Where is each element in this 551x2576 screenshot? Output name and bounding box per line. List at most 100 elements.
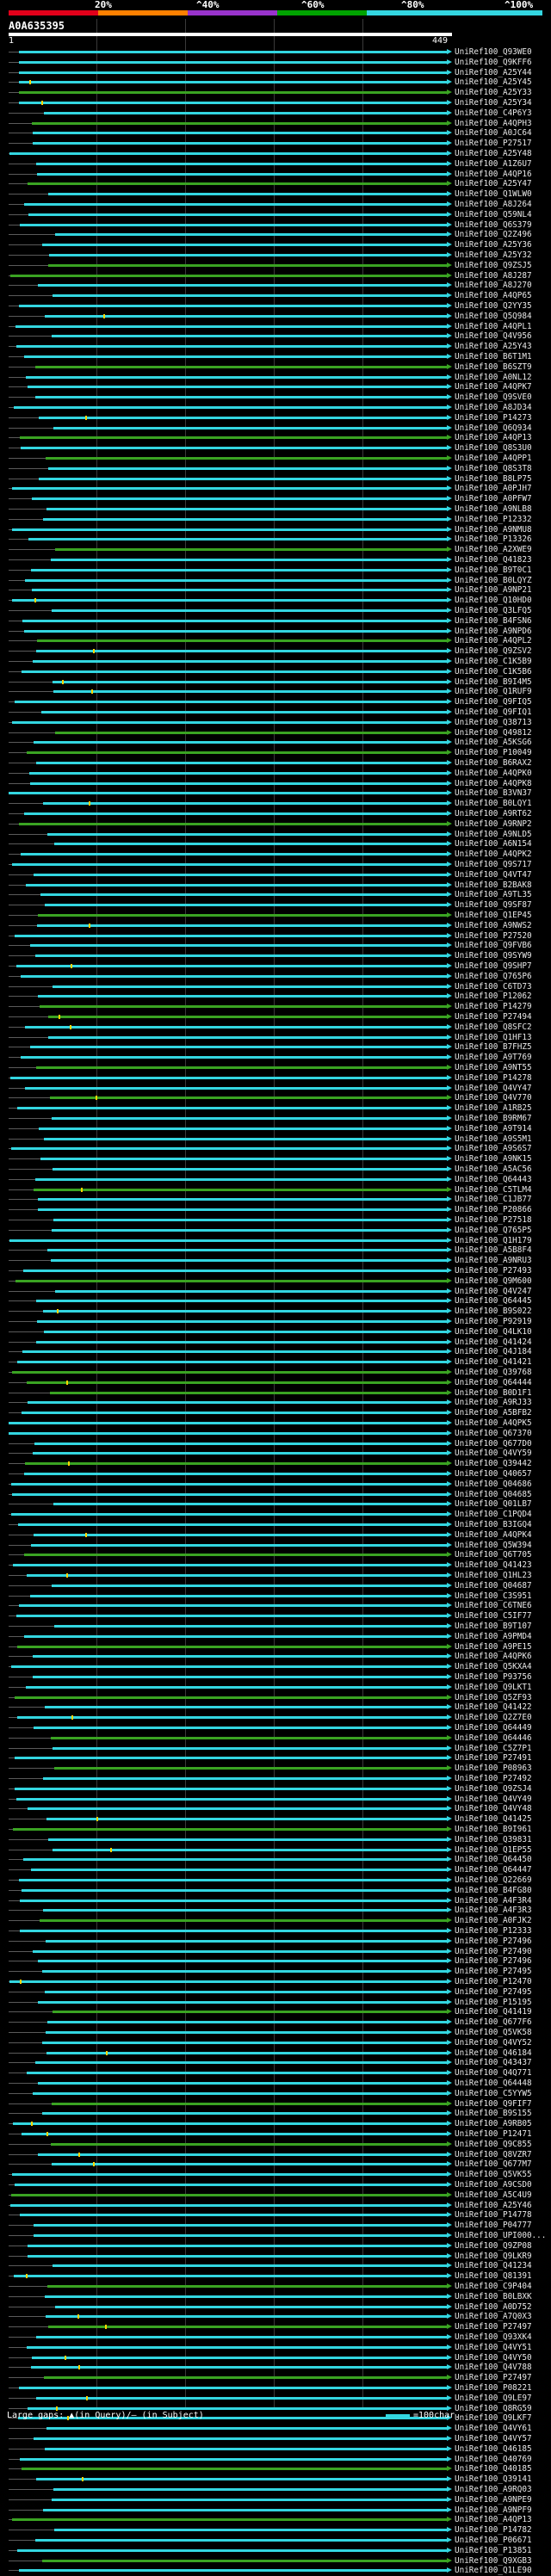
hit-label[interactable]: UniRef100_A8J287 <box>455 270 532 281</box>
hit-label[interactable]: UniRef100_Q9LKT1 <box>455 1682 532 1692</box>
hit-label[interactable]: UniRef100_B9S022 <box>455 1307 532 1317</box>
hit-label[interactable]: UniRef100_A4QPK0 <box>455 768 532 778</box>
hit-row[interactable]: UniRef100_A4QPH3 <box>0 119 551 129</box>
hit-label[interactable]: UniRef100_Q49812 <box>455 727 532 738</box>
hit-label[interactable]: UniRef100_A8J270 <box>455 281 532 291</box>
hit-label[interactable]: UniRef100_A25Y45 <box>455 77 532 88</box>
hit-label[interactable]: UniRef100_Q8SFC2 <box>455 1022 532 1032</box>
hit-row[interactable]: UniRef100_Q9FIQ1 <box>0 707 551 718</box>
hit-label[interactable]: UniRef100_A9NK15 <box>455 1154 532 1164</box>
hit-label[interactable]: UniRef100_A8JD34 <box>455 403 532 412</box>
hit-label[interactable]: UniRef100_P12062 <box>455 991 532 1002</box>
hit-row[interactable]: UniRef100_Q41823 <box>0 555 551 565</box>
hit-label[interactable]: UniRef100_Q41424 <box>455 1337 532 1347</box>
hit-label[interactable]: UniRef100_Q9S717 <box>455 860 532 869</box>
hit-row[interactable]: UniRef100_P27495 <box>0 1987 551 1998</box>
hit-label[interactable]: UniRef100_Q93WE0 <box>455 47 532 57</box>
hit-row[interactable]: UniRef100_Q765P5 <box>0 1226 551 1236</box>
hit-row[interactable]: UniRef100_Q5ZF93 <box>0 1693 551 1703</box>
hit-row[interactable]: UniRef100_A7Q0X3 <box>0 2312 551 2322</box>
hit-row[interactable]: UniRef100_C1PQD4 <box>0 1510 551 1520</box>
hit-label[interactable]: UniRef100_C5Z7P1 <box>455 1743 532 1753</box>
hit-label[interactable]: UniRef100_A25Y36 <box>455 240 532 250</box>
hit-label[interactable]: UniRef100_B4FSN6 <box>455 615 532 626</box>
hit-label[interactable]: UniRef100_Q64447 <box>455 1865 532 1875</box>
hit-row[interactable]: UniRef100_B0LQYZ <box>0 576 551 586</box>
hit-row[interactable]: UniRef100_A4QP65 <box>0 291 551 301</box>
hit-row[interactable]: UniRef100_Q39768 <box>0 1368 551 1378</box>
hit-label[interactable]: UniRef100_B2BAK8 <box>455 880 532 890</box>
hit-label[interactable]: UniRef100_Q64444 <box>455 1377 532 1387</box>
hit-row[interactable]: UniRef100_C9P404 <box>0 2282 551 2292</box>
hit-row[interactable]: UniRef100_B0LQY1 <box>0 799 551 809</box>
hit-row[interactable]: UniRef100_Q8SFC2 <box>0 1022 551 1033</box>
hit-label[interactable]: UniRef100_C5TLM4 <box>455 1184 532 1195</box>
hit-row[interactable]: UniRef100_A25Y46 <box>0 2201 551 2211</box>
hit-row[interactable]: UniRef100_A9CSD0 <box>0 2180 551 2190</box>
hit-row[interactable]: UniRef100_Q1EP45 <box>0 911 551 921</box>
hit-row[interactable]: UniRef100_Q39141 <box>0 2474 551 2485</box>
hit-label[interactable]: UniRef100_A9T769 <box>455 1053 532 1063</box>
hit-row[interactable]: UniRef100_Q46184 <box>0 2048 551 2059</box>
hit-label[interactable]: UniRef100_A7Q0X3 <box>455 2312 532 2322</box>
hit-label[interactable]: UniRef100_A9NPE9 <box>455 2494 532 2505</box>
hit-label[interactable]: UniRef100_Q9FIQ1 <box>455 707 532 717</box>
hit-row[interactable]: UniRef100_Q93XK4 <box>0 2332 551 2343</box>
hit-row[interactable]: UniRef100_Q4V956 <box>0 331 551 342</box>
hit-row[interactable]: UniRef100_P93756 <box>0 1672 551 1683</box>
hit-row[interactable]: UniRef100_A9S6S7 <box>0 1144 551 1154</box>
hit-label[interactable]: UniRef100_B6T1M1 <box>455 352 532 361</box>
hit-label[interactable]: UniRef100_A4QP16 <box>455 169 532 179</box>
hit-row[interactable]: UniRef100_P27497 <box>0 2373 551 2383</box>
hit-row[interactable]: UniRef100_Q64446 <box>0 1733 551 1744</box>
hit-label[interactable]: UniRef100_P14273 <box>455 412 532 423</box>
hit-row[interactable]: UniRef100_A0FJK2 <box>0 1916 551 1926</box>
hit-label[interactable]: UniRef100_A0PJH7 <box>455 484 532 494</box>
hit-label[interactable]: UniRef100_A9NPF9 <box>455 2505 532 2515</box>
hit-label[interactable]: UniRef100_A25Y44 <box>455 67 532 77</box>
hit-label[interactable]: UniRef100_Q765P6 <box>455 971 532 981</box>
hit-row[interactable]: UniRef100_Q64444 <box>0 1378 551 1388</box>
hit-label[interactable]: UniRef100_C1K5B6 <box>455 666 532 676</box>
hit-row[interactable]: UniRef100_Q4J184 <box>0 1347 551 1357</box>
hit-label[interactable]: UniRef100_Q04685 <box>455 1489 532 1499</box>
hit-row[interactable]: UniRef100_P12332 <box>0 515 551 525</box>
hit-label[interactable]: UniRef100_Q64446 <box>455 1733 532 1743</box>
hit-label[interactable]: UniRef100_A5AC56 <box>455 1164 532 1174</box>
hit-label[interactable]: UniRef100_A25Y46 <box>455 2200 532 2210</box>
hit-label[interactable]: UniRef100_P27495 <box>455 1986 532 1997</box>
hit-label[interactable]: UniRef100_A25Y43 <box>455 342 532 352</box>
hit-label[interactable]: UniRef100_P27517 <box>455 139 532 149</box>
hit-row[interactable]: UniRef100_A0D752 <box>0 2302 551 2313</box>
hit-row[interactable]: UniRef100_Q04686 <box>0 1480 551 1490</box>
hit-label[interactable]: UniRef100_Q59NL4 <box>455 209 532 219</box>
hit-label[interactable]: UniRef100_A4QP13 <box>455 2515 532 2525</box>
hit-row[interactable]: UniRef100_Q4VY49 <box>0 1795 551 1805</box>
hit-row[interactable]: UniRef100_C5Z7P1 <box>0 1744 551 1754</box>
hit-label[interactable]: UniRef100_Q9SYW9 <box>455 951 532 961</box>
hit-label[interactable]: UniRef100_P13326 <box>455 534 532 545</box>
hit-label[interactable]: UniRef100_P14778 <box>455 2210 532 2221</box>
hit-label[interactable]: UniRef100_P08221 <box>455 2383 532 2393</box>
hit-label[interactable]: UniRef100_Q4VY51 <box>455 2342 532 2352</box>
hit-label[interactable]: UniRef100_Q9ZP08 <box>455 2240 532 2251</box>
hit-label[interactable]: UniRef100_A4QPK8 <box>455 778 532 788</box>
hit-row[interactable]: UniRef100_Q41421 <box>0 1357 551 1368</box>
hit-label[interactable]: UniRef100_Q4VY48 <box>455 1804 532 1814</box>
hit-label[interactable]: UniRef100_Q10HD0 <box>455 596 532 606</box>
hit-label[interactable]: UniRef100_P93756 <box>455 1672 532 1682</box>
hit-row[interactable]: UniRef100_A0JC64 <box>0 128 551 139</box>
hit-row[interactable]: UniRef100_Q41425 <box>0 1814 551 1825</box>
hit-label[interactable]: UniRef100_A25Y33 <box>455 88 532 98</box>
hit-row[interactable]: UniRef100_P08963 <box>0 1764 551 1774</box>
hit-label[interactable]: UniRef100_Q40657 <box>455 1469 532 1479</box>
hit-row[interactable]: UniRef100_Q8RG59 <box>0 2404 551 2414</box>
hit-label[interactable]: UniRef100_Q9ZSJ5 <box>455 260 532 270</box>
hit-row[interactable]: UniRef100_A9NPF9 <box>0 2505 551 2516</box>
hit-row[interactable]: UniRef100_A9NRU3 <box>0 1256 551 1266</box>
hit-label[interactable]: UniRef100_Q677F6 <box>455 2017 532 2028</box>
hit-label[interactable]: UniRef100_Q1WLW0 <box>455 189 532 200</box>
hit-row[interactable]: UniRef100_A9NWS2 <box>0 921 551 931</box>
hit-row[interactable]: UniRef100_B9T0C1 <box>0 565 551 576</box>
hit-label[interactable]: UniRef100_P27493 <box>455 1266 532 1276</box>
